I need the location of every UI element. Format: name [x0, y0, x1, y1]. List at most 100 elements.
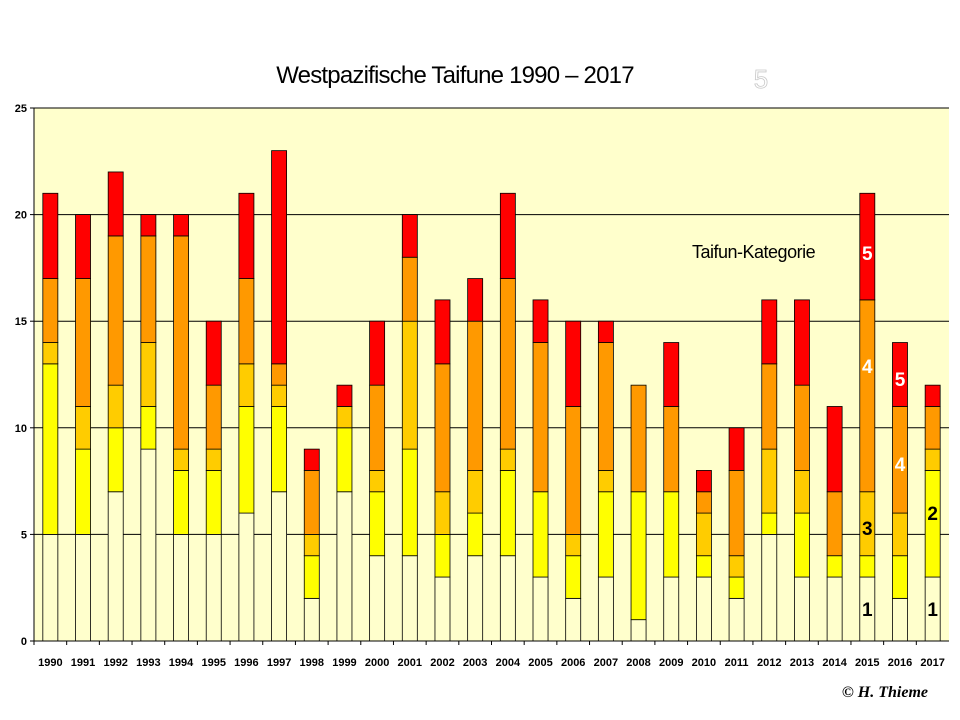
category-label-3: 3 — [862, 519, 873, 540]
x-tick-label: 1997 — [267, 657, 291, 669]
y-tick-label: 0 — [21, 636, 27, 648]
bar-segment-1991-cat-3 — [75, 406, 91, 450]
category-labels: 5 4 3 1 5 4 2 1 — [862, 244, 938, 621]
x-axis-ticks: 1990 1991 1992 1993 1994 1995 1996 1997 1998 1999… — [33, 641, 945, 669]
bar-segment-1994-cat-5 — [173, 214, 189, 237]
bar-segment-2009-cat-4 — [663, 406, 680, 493]
bar-segment-1994-cat-1 — [173, 534, 189, 642]
bar-segment-1991-cat-4 — [75, 278, 91, 407]
category-label-4: 4 — [895, 455, 906, 476]
bar-segment-2003-cat-1 — [467, 555, 484, 642]
x-tick-label: 2000 — [365, 657, 389, 669]
bar-segment-2000-cat-5 — [369, 320, 386, 386]
bar-segment-1993-cat-5 — [140, 214, 157, 237]
bar-segment-2006-cat-5 — [565, 320, 582, 407]
bar-segment-2014-cat-1 — [826, 576, 843, 642]
bar-segment-1998-cat-5 — [303, 448, 320, 471]
bar-segment-2015-cat-5 — [859, 192, 876, 301]
bar-segment-2001-cat-2 — [401, 448, 418, 557]
bar-segment-1997-cat-2 — [271, 406, 288, 493]
bar-segment-2016-cat-3 — [892, 512, 908, 557]
bar-segment-1995-cat-3 — [205, 448, 222, 471]
bar-segment-1998-cat-2 — [303, 555, 320, 599]
chart-title: Westpazifische Taifune 1990 – 2017 — [276, 62, 634, 89]
bar-segment-2012-cat-4 — [761, 363, 778, 450]
bar-segment-2015-cat-4 — [859, 299, 876, 493]
x-tick-label: 1993 — [136, 657, 160, 669]
bar-segment-2011-cat-3 — [728, 555, 745, 578]
bar-segment-2010-cat-1 — [695, 576, 712, 642]
bar-segment-1990-cat-2 — [42, 363, 59, 535]
bar-segment-2002-cat-3 — [434, 491, 451, 535]
bar-segment-1991-cat-5 — [75, 214, 91, 279]
bar-segment-2006-cat-1 — [565, 597, 582, 642]
bar-segment-1996-cat-3 — [238, 363, 255, 407]
bars — [42, 150, 941, 642]
bar-segment-2005-cat-1 — [532, 576, 549, 642]
bar-segment-2003-cat-5 — [467, 278, 484, 322]
bar-segment-2009-cat-5 — [663, 342, 680, 407]
bar-segment-1996-cat-2 — [238, 406, 255, 514]
bar-segment-1997-cat-3 — [271, 384, 288, 407]
bar-segment-1998-cat-4 — [303, 470, 320, 535]
ghost-category-mark: 5 — [754, 64, 768, 94]
bar-segment-1994-cat-2 — [173, 470, 189, 535]
bar-segment-2000-cat-3 — [369, 470, 386, 493]
bar-segment-1990-cat-5 — [42, 192, 59, 279]
bar-segment-2012-cat-3 — [761, 448, 778, 514]
bar-segment-2004-cat-2 — [499, 470, 516, 557]
bar-segment-2015-cat-2 — [859, 555, 876, 578]
x-tick-label: 2001 — [398, 657, 422, 669]
bar-segment-1992-cat-2 — [107, 427, 124, 493]
x-tick-label: 2011 — [725, 657, 749, 669]
x-tick-label: 1996 — [234, 657, 258, 669]
bar-segment-2013-cat-5 — [794, 299, 810, 386]
credit: © H. Thieme — [842, 684, 928, 701]
bar-segment-2005-cat-2 — [532, 491, 549, 578]
bar-segment-2004-cat-4 — [499, 278, 516, 450]
bar-segment-2008-cat-1 — [630, 619, 647, 642]
bar-segment-2001-cat-4 — [401, 256, 418, 322]
bar-segment-2004-cat-3 — [499, 448, 516, 471]
bar-segment-2010-cat-5 — [695, 470, 712, 493]
bar-segment-2002-cat-1 — [434, 576, 451, 642]
plot-area — [34, 108, 949, 641]
x-tick-label: 1998 — [300, 657, 324, 669]
bar-segment-2011-cat-1 — [728, 597, 745, 642]
bar-segment-2017-cat-4 — [924, 406, 941, 450]
bar-segment-1990-cat-3 — [42, 342, 59, 365]
x-tick-label: 2010 — [692, 657, 716, 669]
bar-segment-2005-cat-5 — [532, 299, 549, 343]
x-tick-label: 2005 — [528, 657, 552, 669]
bar-segment-1992-cat-5 — [107, 171, 124, 237]
bar-segment-1997-cat-1 — [271, 491, 288, 642]
bar-segment-1995-cat-5 — [205, 320, 222, 386]
bar-segment-2004-cat-1 — [499, 555, 516, 642]
category-label-4: 4 — [862, 357, 873, 378]
x-tick-label: 2003 — [463, 657, 487, 669]
bar-segment-2014-cat-4 — [826, 491, 843, 557]
bar-segment-1995-cat-1 — [205, 534, 222, 642]
bar-segment-2017-cat-3 — [924, 448, 941, 471]
bar-segment-2001-cat-1 — [401, 555, 418, 642]
x-tick-label: 2013 — [790, 657, 814, 669]
bar-segment-2012-cat-2 — [761, 512, 778, 535]
x-tick-label: 2015 — [855, 657, 879, 669]
bar-segment-2013-cat-2 — [794, 512, 810, 578]
bar-segment-1997-cat-5 — [271, 150, 288, 365]
x-tick-label: 2004 — [496, 657, 521, 669]
bar-segment-2007-cat-1 — [597, 576, 614, 642]
bar-segment-2009-cat-1 — [663, 576, 680, 642]
bar-segment-2011-cat-2 — [728, 576, 745, 599]
bar-segment-2006-cat-2 — [565, 555, 582, 599]
bar-segment-1993-cat-4 — [140, 235, 157, 343]
bar-segment-2006-cat-4 — [565, 406, 582, 535]
bar-segment-1996-cat-1 — [238, 512, 255, 642]
bar-segment-1991-cat-1 — [75, 534, 91, 642]
x-tick-label: 2008 — [626, 657, 650, 669]
bar-segment-1999-cat-5 — [336, 384, 353, 407]
bar-segment-2009-cat-2 — [663, 491, 680, 578]
bar-segment-2011-cat-5 — [728, 427, 745, 471]
category-label-5: 5 — [895, 370, 906, 391]
